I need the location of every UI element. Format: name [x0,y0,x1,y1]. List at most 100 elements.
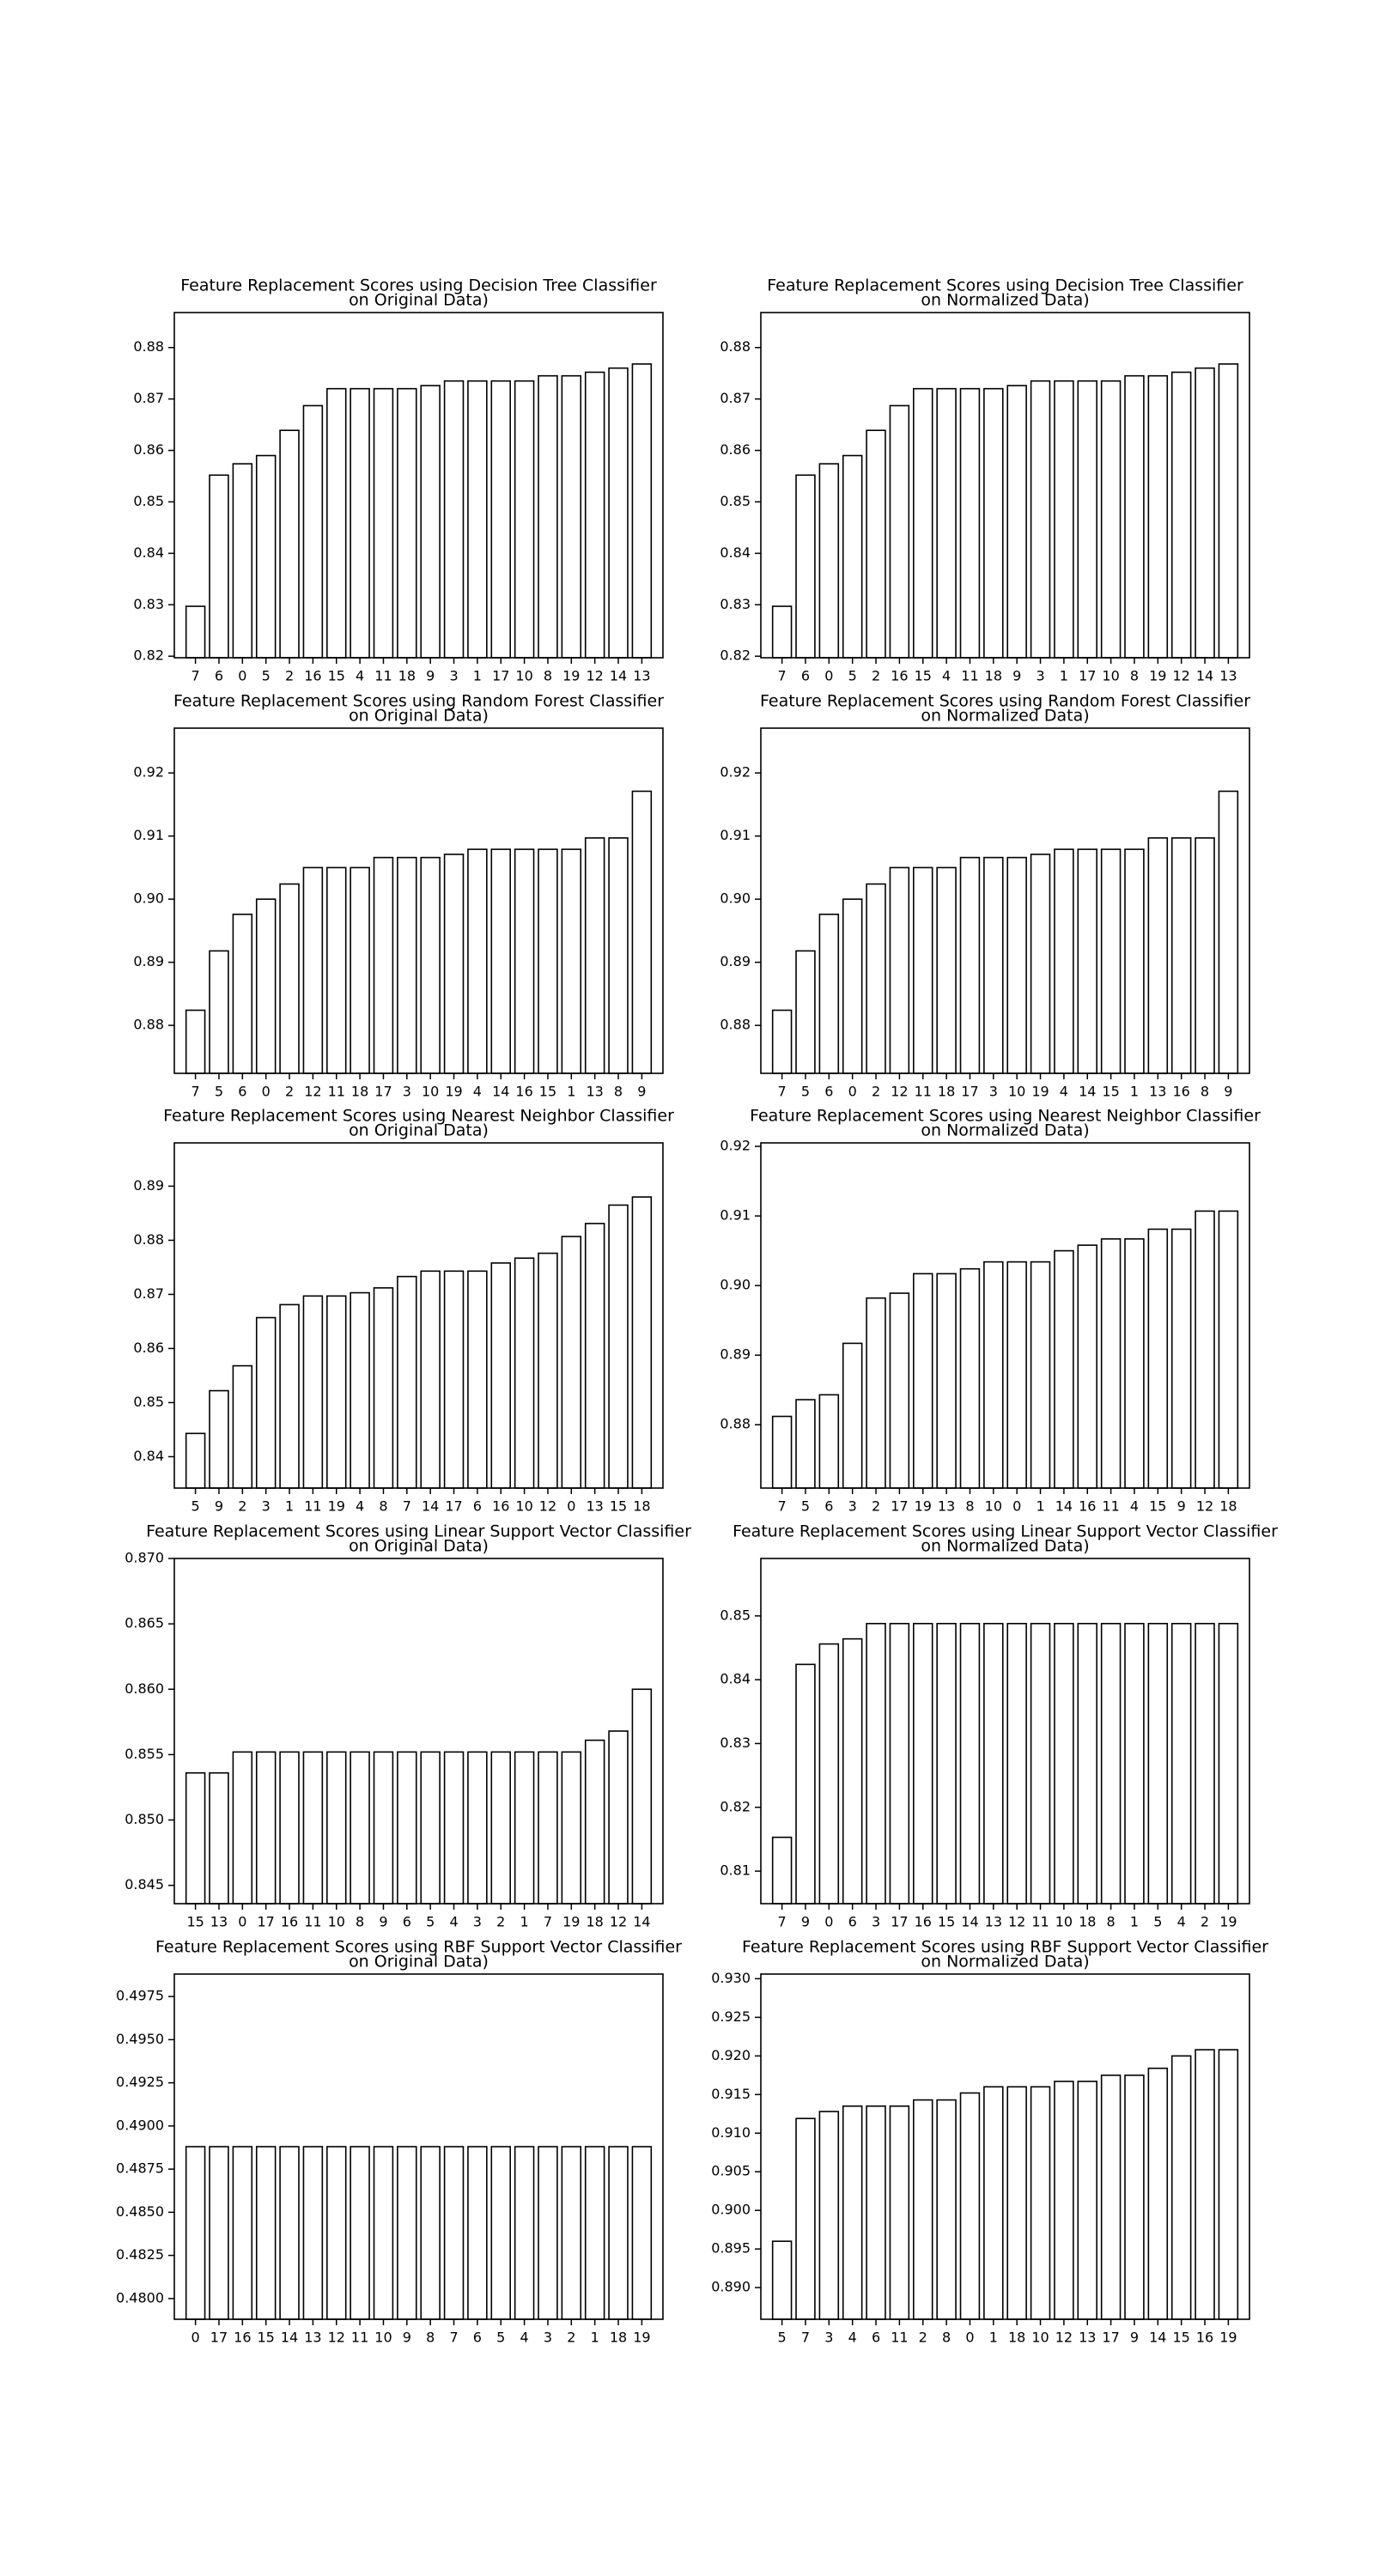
y-tick-label: 0.895 [711,2240,751,2257]
x-tick-label: 8 [544,668,552,684]
bar [818,2111,840,2320]
y-tick-label: 0.900 [711,2202,751,2218]
y-tick-label: 0.915 [711,2086,751,2102]
bar [1100,1622,1122,1905]
x-tick-label: 15 [539,1084,556,1100]
y-tick-label: 0.905 [711,2163,751,2179]
bar [1170,371,1192,659]
x-tick-label: 3 [544,2330,552,2346]
bar [490,2146,511,2320]
bar [795,1399,816,1489]
x-tick-label: 16 [915,1914,932,1930]
bar [842,454,863,659]
x-tick-label: 6 [238,1084,246,1100]
x-tick-label: 17 [891,1914,908,1930]
x-tick-label: 7 [449,2330,458,2346]
x-tick-label: 13 [985,1914,1002,1930]
y-tick-label: 0.845 [125,1876,164,1893]
bar [514,1751,535,1905]
bar [255,898,277,1074]
y-tick-label: 0.85 [720,1607,751,1623]
y-tick-label: 0.925 [711,2008,751,2025]
bar [771,605,793,659]
x-tick-label: 1 [1130,1084,1139,1100]
x-tick-label: 4 [1177,1914,1186,1930]
x-tick-label: 11 [374,668,392,684]
y-tick-label: 0.84 [720,544,751,561]
bar [279,2146,300,2320]
x-tick-label: 11 [328,1084,345,1100]
x-tick-label: 1 [1036,1498,1044,1515]
x-tick-label: 14 [492,1084,509,1100]
bar [397,1275,417,1489]
bar [959,1622,981,1905]
bar [1077,1622,1097,1905]
x-tick-label: 5 [1153,1914,1162,1930]
x-tick-label: 7 [403,1498,411,1515]
x-tick-label: 3 [848,1498,857,1515]
bar [561,374,582,659]
bar [913,1622,933,1905]
bar [913,1273,933,1489]
chart-title: on Original Data) [349,1953,489,1971]
x-tick-label: 1 [285,1498,294,1515]
bar [443,380,465,659]
bar [538,1751,558,1905]
bar [1006,385,1027,659]
x-tick-label: 2 [872,1498,880,1515]
x-tick-label: 16 [1172,1084,1189,1100]
bar [1170,837,1192,1074]
x-tick-label: 0 [965,2330,974,2346]
bar [420,856,441,1074]
bar [302,404,324,659]
x-tick-label: 9 [637,1084,646,1100]
bar [538,2146,558,2320]
x-tick-label: 13 [1219,668,1237,684]
bar [631,1688,653,1905]
bar [1218,2049,1239,2320]
bar [959,1267,981,1489]
x-tick-label: 9 [1224,1084,1232,1100]
y-tick-label: 0.870 [125,1550,164,1566]
x-tick-label: 19 [562,1914,580,1930]
x-tick-label: 10 [374,2330,392,2346]
bar [1054,1249,1074,1489]
bar [631,1196,653,1489]
x-tick-label: 12 [586,668,603,684]
y-tick-label: 0.89 [720,953,751,969]
bar [302,866,324,1074]
x-tick-label: 1 [520,1914,529,1930]
bar [584,837,605,1074]
bar [561,2146,582,2320]
bar [1195,837,1215,1074]
bar [818,463,840,659]
bar [771,1009,793,1074]
chart-title: Feature Replacement Scores using Nearest… [163,1107,674,1126]
x-tick-label: 4 [520,2330,529,2346]
bar [1077,848,1097,1074]
x-tick-label: 11 [961,668,978,684]
y-tick-label: 0.92 [720,764,751,781]
x-tick-label: 11 [351,2330,368,2346]
x-tick-label: 6 [403,1914,411,1930]
x-tick-label: 4 [848,2330,857,2346]
bar [302,1295,324,1489]
y-tick-label: 0.83 [720,1735,751,1751]
axes-frame [173,1142,664,1489]
chart-title: Feature Replacement Scores using Linear … [733,1522,1278,1541]
bar [397,856,417,1074]
bar [373,1287,394,1489]
x-tick-label: 0 [567,1498,575,1515]
chart-title: on Original Data) [349,1537,489,1556]
bar [1077,1244,1097,1489]
bar [538,1252,558,1489]
x-tick-label: 12 [328,2330,345,2346]
bar [209,474,229,659]
bar [373,387,394,659]
bar [1030,1622,1051,1905]
x-tick-label: 14 [281,2330,298,2346]
bar [889,1622,910,1905]
y-tick-label: 0.90 [720,890,751,907]
x-tick-label: 12 [1055,2330,1073,2346]
x-tick-label: 6 [801,668,810,684]
